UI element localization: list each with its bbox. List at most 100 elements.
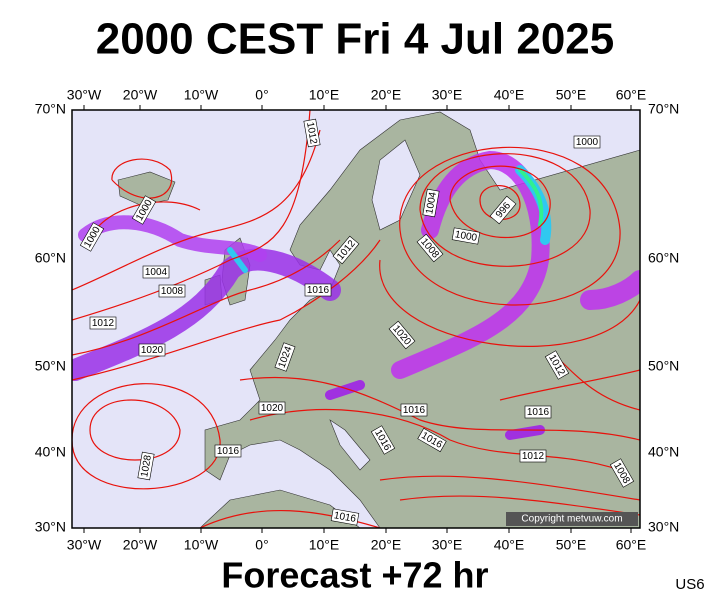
isobar-label-box (370, 425, 396, 455)
lon-label-bottom: 20°W (123, 537, 158, 553)
lon-label-top: 30°W (67, 87, 102, 103)
lat-label-right: 50°N (648, 358, 679, 374)
lat-label-left: 40°N (35, 444, 66, 460)
lon-label-top: 10°E (309, 87, 340, 103)
isobar-label-text: 1020 (141, 345, 164, 356)
code: US6 (675, 576, 704, 593)
isobars (72, 110, 640, 528)
isobar-label: 1016 (400, 403, 428, 417)
isobar-label-box (158, 284, 186, 298)
lon-label-bottom: 40°E (494, 537, 525, 553)
isobar-label: 1004 (142, 265, 170, 279)
isobar-label: 1016 (330, 508, 360, 526)
isobar-label: 1012 (303, 118, 321, 148)
copyright: Copyright metvuw.com (521, 514, 622, 525)
isobar-label-box (330, 508, 360, 526)
isobar-label-box (131, 195, 157, 225)
isobar-label: 1016 (304, 283, 332, 297)
lon-label-top: 60°E (616, 87, 647, 103)
lon-label-bottom: 50°E (556, 537, 587, 553)
lat-label-right: 70°N (648, 101, 679, 117)
title: 2000 CEST Fri 4 Jul 2025 (96, 15, 615, 64)
isobar-label-box (89, 316, 117, 330)
isobar-label-text: 1000 (454, 229, 478, 244)
lat-label-right: 30°N (648, 519, 679, 535)
lat-label-left: 70°N (35, 101, 66, 117)
isobar-label-box (489, 195, 517, 225)
isobar-label-box (524, 405, 552, 419)
lon-label-top: 20°E (371, 87, 402, 103)
isobar-label: 1020 (138, 343, 166, 357)
isobar-label-box (332, 235, 360, 265)
isobar-label-box (274, 342, 296, 372)
isobar-label-box (303, 118, 321, 148)
isobar-label: 1008 (158, 284, 186, 298)
isobar-label-text: 1016 (403, 405, 426, 416)
isobar-label-box (400, 403, 428, 417)
isobar-label: 1016 (214, 444, 242, 458)
isobar-label-text: 1004 (424, 191, 439, 215)
isobar-label-box (138, 343, 166, 357)
lon-label-top: 50°E (556, 87, 587, 103)
lon-label-bottom: 20°E (371, 537, 402, 553)
isobar-label-box (544, 350, 570, 380)
isobar-label-box (451, 227, 481, 245)
isobar-label-text: 1008 (161, 286, 184, 297)
lon-label-bottom: 30°E (432, 537, 463, 553)
map-frame (71, 109, 641, 529)
isobar-label-text: 1012 (92, 318, 115, 329)
isobar-label-box (609, 458, 635, 488)
isobar-label: 1028 (137, 451, 155, 481)
isobar-label-box (416, 233, 444, 263)
copyright-box (506, 512, 638, 526)
isobar-label: 1004 (422, 188, 440, 218)
isobar-label-box (142, 265, 170, 279)
isobar-label-text: 1028 (139, 454, 154, 478)
axes: 30°W 30°W 20°W 20°W 10°W 10°W 0° 0° 10°E 10°E 20°E… (35, 87, 680, 553)
isobar-label-text: 1016 (333, 510, 357, 525)
isobar-label-text: 1000 (576, 137, 599, 148)
isobar-label-text: 1020 (261, 403, 284, 414)
isobar-label-box (214, 444, 242, 458)
isobar-label-text: 1012 (304, 121, 319, 145)
isobar-label-text: 1016 (307, 285, 330, 296)
lat-label-left: 60°N (35, 250, 66, 266)
lon-label-bottom: 10°W (184, 537, 219, 553)
lat-label-right: 60°N (648, 250, 679, 266)
isobar-label: 1000 (573, 135, 601, 149)
isobar-label-box (137, 451, 155, 481)
isobar-label-box (258, 401, 286, 415)
isobar-label: 1012 (89, 316, 117, 330)
isobar-label-box (388, 320, 416, 350)
precipitation (72, 150, 640, 440)
lon-label-top: 10°W (184, 87, 219, 103)
isobar-label-box (573, 135, 601, 149)
lon-label-top: 20°W (123, 87, 158, 103)
isobar-label-box (79, 222, 105, 252)
isobar-label: 1000 (451, 227, 481, 245)
isobar-label: 1016 (524, 405, 552, 419)
lon-label-bottom: 10°E (309, 537, 340, 553)
isobar-label-text: 1016 (527, 407, 550, 418)
isobar-label: 1012 (519, 449, 547, 463)
isobar-label-box (417, 427, 447, 453)
lat-label-left: 50°N (35, 358, 66, 374)
isobar-label-text: 1016 (217, 446, 240, 457)
isobar-label-text: 1012 (522, 451, 545, 462)
isobar-label-box (519, 449, 547, 463)
isobar-label-box (304, 283, 332, 297)
lon-label-bottom: 60°E (616, 537, 647, 553)
lat-label-right: 40°N (648, 444, 679, 460)
lon-label-top: 40°E (494, 87, 525, 103)
isobar-label-box (422, 188, 440, 218)
isobar-label-text: 1004 (145, 267, 168, 278)
lon-label-top: 30°E (432, 87, 463, 103)
lon-label-bottom: 0° (255, 537, 268, 553)
lon-label-bottom: 30°W (67, 537, 102, 553)
isobar-label: 1020 (258, 401, 286, 415)
lon-label-top: 0° (255, 87, 268, 103)
lat-label-left: 30°N (35, 519, 66, 535)
